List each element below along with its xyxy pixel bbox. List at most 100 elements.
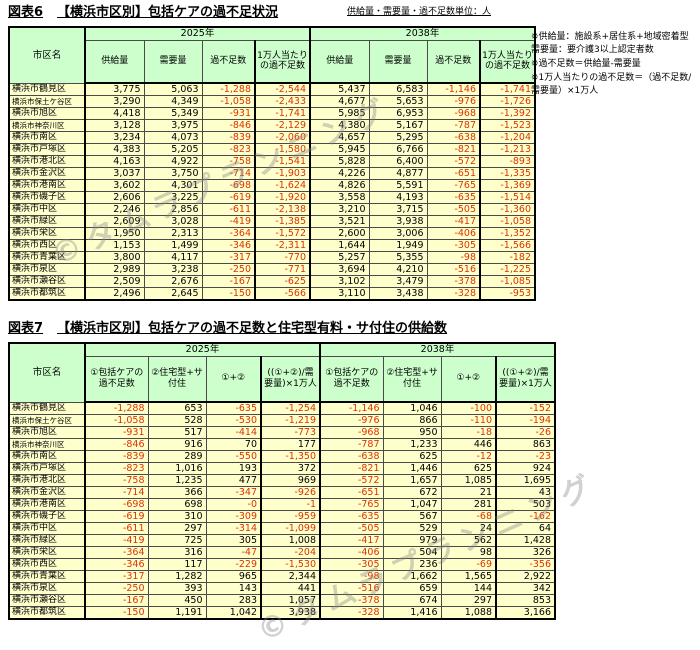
- ward-name-cell: 横浜市鶴見区: [8, 401, 86, 415]
- value-cell: -47: [205, 546, 262, 559]
- value-cell: 477: [205, 474, 262, 487]
- table-row: 横浜市瀬谷区 2,509 2,676 -167 -625 3,102 3,479 -378 -1…: [8, 275, 536, 288]
- ward-name-cell: 横浜市港北区: [8, 155, 86, 168]
- ward-name-cell: 横浜市緑区: [8, 215, 86, 228]
- value-cell: -347: [205, 486, 262, 499]
- value-cell: 504: [382, 546, 442, 559]
- table-row: 横浜市栄区 1,950 2,313 -364 -1,572 2,600 3,006 -406-…: [8, 227, 536, 240]
- value-cell: 5,945: [309, 143, 370, 156]
- value-cell: 2,856: [143, 203, 203, 216]
- value-cell: 143: [205, 582, 262, 595]
- ward-name-cell: 横浜市泉区: [8, 582, 86, 595]
- value-cell: -1,903: [254, 167, 311, 180]
- ward-name-cell: 横浜市都筑区: [8, 287, 86, 301]
- value-cell: -1,360: [479, 203, 536, 216]
- value-cell: -100: [440, 401, 497, 415]
- value-cell: -346: [84, 558, 149, 571]
- table-row: 横浜市旭区 -931 517 -414 -773 -968 950 -18 -26: [8, 426, 556, 439]
- year-group-header: 2025年: [84, 26, 311, 41]
- table-row: 横浜市神奈川区 3,128 3,975 -846 -2,129 4,380 5,167 -78…: [8, 119, 536, 132]
- value-cell: -204: [260, 546, 321, 559]
- value-cell: 3,750: [143, 167, 203, 180]
- value-cell: -566: [254, 287, 311, 301]
- value-cell: 3,975: [143, 119, 203, 132]
- value-cell: 5,295: [368, 131, 428, 144]
- column-header: 過不足数: [426, 39, 481, 84]
- figure7-label: 図表7: [8, 321, 44, 336]
- ward-name-cell: 横浜市金沢区: [8, 167, 86, 180]
- value-cell: 3,110: [309, 287, 370, 301]
- value-cell: 5,205: [143, 143, 203, 156]
- value-cell: -839: [201, 131, 256, 144]
- value-cell: -305: [319, 558, 384, 571]
- value-cell: 4,073: [143, 131, 203, 144]
- value-cell: 2,246: [84, 203, 145, 216]
- value-cell: 326: [495, 546, 556, 559]
- value-cell: -638: [319, 450, 384, 463]
- value-cell: 1,088: [440, 606, 497, 620]
- value-cell: -771: [254, 263, 311, 276]
- table-row: 横浜市戸塚区 4,383 5,205 -823 -1,580 5,945 6,766 -821…: [8, 143, 536, 156]
- value-cell: 567: [382, 510, 442, 523]
- value-cell: -1,741: [479, 82, 536, 96]
- value-cell: -619: [201, 191, 256, 204]
- value-cell: -2,129: [254, 119, 311, 132]
- value-cell: -150: [201, 287, 256, 301]
- value-cell: 3,128: [84, 119, 145, 132]
- value-cell: 393: [147, 582, 207, 595]
- value-cell: -69: [440, 558, 497, 571]
- value-cell: 193: [205, 462, 262, 475]
- value-cell: 529: [382, 522, 442, 535]
- value-cell: -417: [319, 534, 384, 547]
- value-cell: -1,058: [201, 95, 256, 108]
- value-cell: 1,662: [382, 570, 442, 583]
- value-cell: 4,877: [368, 167, 428, 180]
- value-cell: -1,514: [479, 191, 536, 204]
- value-cell: -1,726: [479, 95, 536, 108]
- value-cell: 1,233: [382, 438, 442, 451]
- ward-name-cell: 横浜市青葉区: [8, 570, 86, 583]
- value-cell: -846: [201, 119, 256, 132]
- value-cell: 5,437: [309, 82, 370, 96]
- ward-name-cell: 横浜市保土ケ谷区: [8, 95, 86, 108]
- value-cell: -635: [205, 401, 262, 415]
- value-cell: 1,695: [495, 474, 556, 487]
- value-cell: 1,046: [382, 401, 442, 415]
- value-cell: 3,210: [309, 203, 370, 216]
- table-row: 横浜市鶴見区 -1,288 653 -635 -1,254 -1,146 1,046 -100…: [8, 401, 556, 415]
- ward-name-cell: 横浜市磯子区: [8, 191, 86, 204]
- ward-name-cell: 横浜市磯子区: [8, 510, 86, 523]
- value-cell: -250: [84, 582, 149, 595]
- value-cell: 625: [382, 450, 442, 463]
- value-cell: 2,600: [309, 227, 370, 240]
- value-cell: 5,355: [368, 251, 428, 264]
- value-cell: 4,418: [84, 107, 145, 120]
- table-row: 横浜市南区 -839 289 -550 -1,350 -638 625 -12 -23: [8, 450, 556, 463]
- value-cell: -773: [260, 426, 321, 439]
- column-header: 需要量: [143, 39, 203, 84]
- table-row: 横浜市金沢区 -714 366 -347 -926 -651 672 21 43: [8, 486, 556, 499]
- value-cell: 503: [495, 498, 556, 511]
- value-cell: 725: [147, 534, 207, 547]
- value-cell: -182: [479, 251, 536, 264]
- value-cell: -346: [201, 239, 256, 252]
- value-cell: -926: [260, 486, 321, 499]
- column-header: ①包括ケアの過不足数: [319, 355, 384, 403]
- value-cell: -305: [426, 239, 481, 252]
- table-row: 横浜市磯子区 -619 310 -309 -959 -635 567 -68 -162: [8, 510, 556, 523]
- value-cell: -0: [205, 498, 262, 511]
- value-cell: 4,226: [309, 167, 370, 180]
- value-cell: -635: [426, 191, 481, 204]
- column-header: 需要量: [368, 39, 428, 84]
- value-cell: -2,138: [254, 203, 311, 216]
- value-cell: 1,057: [260, 594, 321, 607]
- value-cell: -821: [319, 462, 384, 475]
- value-cell: 1,235: [147, 474, 207, 487]
- value-cell: 979: [382, 534, 442, 547]
- value-cell: 3,438: [368, 287, 428, 301]
- value-cell: 3,290: [84, 95, 145, 108]
- value-cell: -2,433: [254, 95, 311, 108]
- value-cell: -110: [440, 414, 497, 427]
- value-cell: 562: [440, 534, 497, 547]
- value-cell: 4,380: [309, 119, 370, 132]
